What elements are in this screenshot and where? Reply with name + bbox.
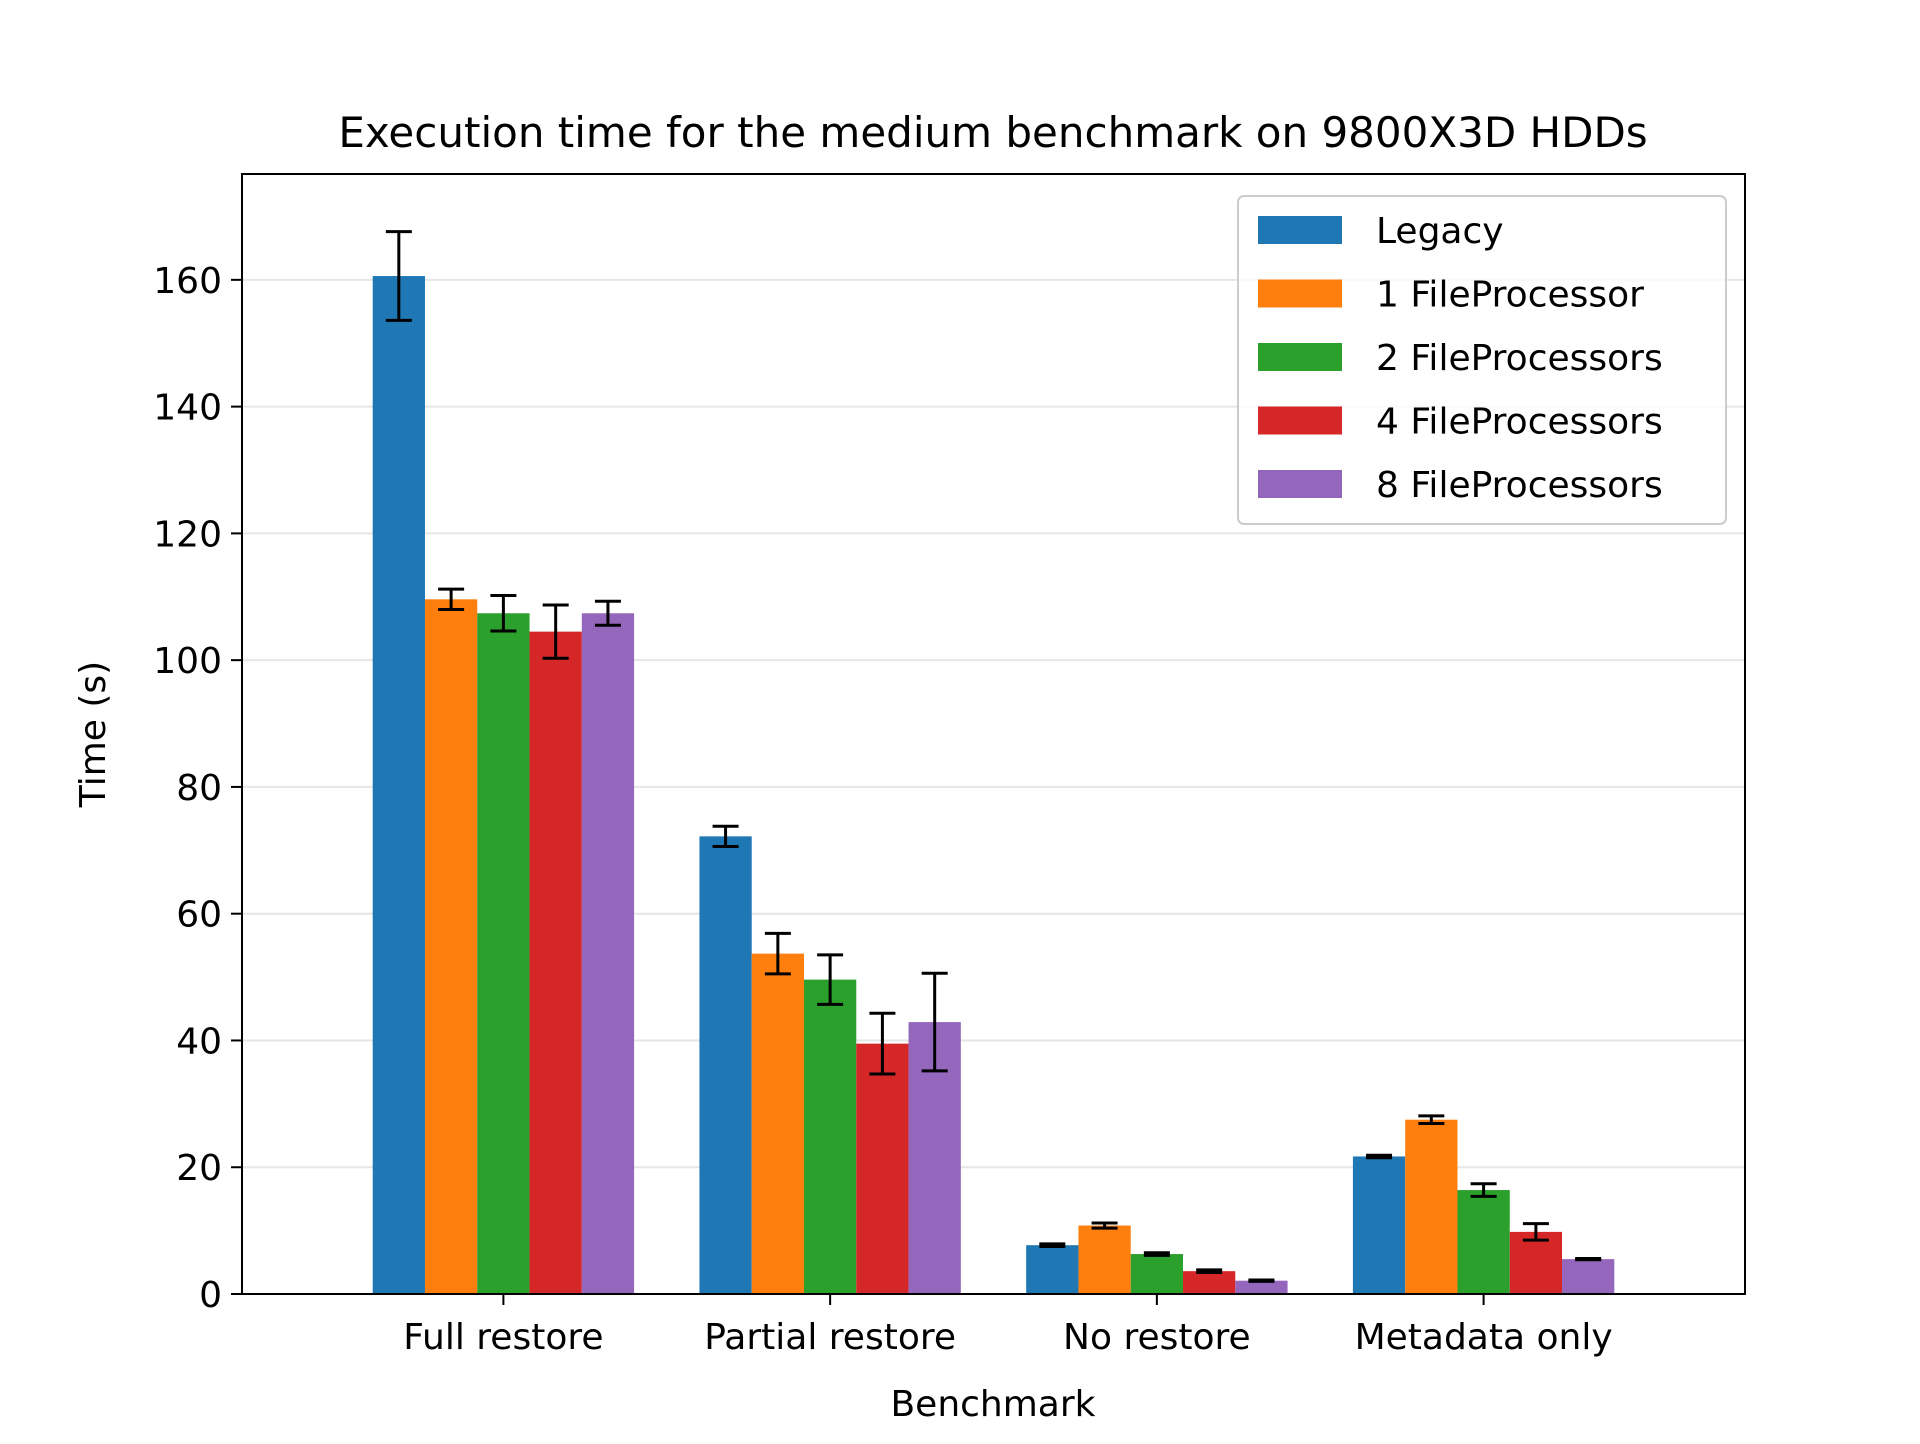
legend-swatch	[1258, 216, 1342, 244]
legend-item-1-fileprocessor: 1 FileProcessor	[1258, 275, 1644, 316]
legend-swatch	[1258, 470, 1342, 498]
error-bars	[385, 230, 1602, 1283]
y-tick-label: 160	[153, 261, 222, 302]
x-tick-label-metadata-only: Metadata only	[1355, 1317, 1613, 1358]
legend-swatch	[1258, 343, 1342, 371]
x-tick-label-full-restore: Full restore	[403, 1317, 603, 1358]
y-tick-label: 100	[153, 641, 222, 682]
bar-2-fileprocessors-partial-restore	[803, 979, 857, 1294]
error-bar-4-fileprocessors-full-restore	[542, 603, 569, 660]
bar-4-fileprocessors-full-restore	[529, 631, 582, 1294]
legend-label: Legacy	[1376, 211, 1504, 252]
error-bar-1-fileprocessor-no-restore	[1091, 1221, 1118, 1230]
error-bar-2-fileprocessors-no-restore	[1143, 1251, 1170, 1257]
legend-item-4-fileprocessors: 4 FileProcessors	[1258, 402, 1663, 443]
y-tick-label: 40	[176, 1021, 222, 1062]
error-bar-1-fileprocessor-full-restore	[438, 587, 465, 611]
bar-8-fileprocessors-full-restore	[581, 613, 635, 1294]
legend-label: 2 FileProcessors	[1376, 338, 1663, 379]
y-axis-label: Time (s)	[73, 661, 114, 808]
legend-swatch	[1258, 406, 1342, 435]
bar-legacy-metadata-only	[1352, 1156, 1406, 1294]
error-bar-8-fileprocessors-partial-restore	[921, 971, 948, 1073]
error-bar-4-fileprocessors-metadata-only	[1522, 1222, 1549, 1242]
error-bar-4-fileprocessors-partial-restore	[869, 1011, 896, 1076]
legend-item-8-fileprocessors: 8 FileProcessors	[1258, 465, 1663, 506]
legend-label: 8 FileProcessors	[1376, 465, 1663, 506]
error-bar-legacy-full-restore	[385, 230, 412, 322]
error-bar-1-fileprocessor-metadata-only	[1418, 1114, 1445, 1125]
legend-item-legacy: Legacy	[1258, 211, 1504, 252]
bar-1-fileprocessor-no-restore	[1078, 1225, 1131, 1294]
y-tick-label: 0	[199, 1275, 222, 1316]
bar-4-fileprocessors-metadata-only	[1509, 1231, 1563, 1294]
error-bar-2-fileprocessors-partial-restore	[817, 953, 844, 1006]
legend-box	[1237, 195, 1727, 525]
y-axis-ticks: 0 20 40 60 80 100 120 140 160	[153, 261, 242, 1316]
error-bar-legacy-no-restore	[1039, 1242, 1066, 1248]
bar-4-fileprocessors-partial-restore	[856, 1043, 909, 1294]
x-axis-label: Benchmark	[890, 1384, 1095, 1425]
error-bar-2-fileprocessors-metadata-only	[1470, 1182, 1497, 1198]
bar-8-fileprocessors-metadata-only	[1562, 1259, 1615, 1294]
x-tick-label-no-restore: No restore	[1063, 1317, 1251, 1358]
legend: Legacy 1 FileProcessor 2 FileProcessors 4 F…	[1237, 195, 1727, 525]
legend-label: 1 FileProcessor	[1376, 275, 1644, 316]
bar-2-fileprocessors-full-restore	[477, 613, 530, 1294]
error-bar-1-fileprocessor-partial-restore	[764, 931, 791, 976]
x-tick-label-partial-restore: Partial restore	[704, 1317, 956, 1358]
error-bar-2-fileprocessors-full-restore	[490, 594, 517, 633]
bars	[372, 276, 1615, 1294]
bar-2-fileprocessors-no-restore	[1130, 1254, 1184, 1294]
bar-1-fileprocessor-partial-restore	[751, 953, 804, 1294]
plot-frame	[241, 173, 1746, 1295]
bar-legacy-no-restore	[1026, 1245, 1079, 1294]
legend-item-2-fileprocessors: 2 FileProcessors	[1258, 338, 1663, 379]
error-bar-8-fileprocessors-metadata-only	[1575, 1257, 1602, 1262]
error-bar-legacy-partial-restore	[712, 824, 739, 849]
error-bar-4-fileprocessors-no-restore	[1196, 1268, 1223, 1274]
y-tick-label: 60	[176, 895, 222, 936]
bar-2-fileprocessors-metadata-only	[1457, 1190, 1510, 1294]
bar-1-fileprocessor-metadata-only	[1405, 1119, 1458, 1294]
y-tick-label: 120	[153, 514, 222, 555]
error-bar-8-fileprocessors-no-restore	[1248, 1278, 1275, 1283]
legend-label: 4 FileProcessors	[1376, 402, 1663, 443]
error-bar-legacy-metadata-only	[1366, 1153, 1393, 1160]
y-tick-label: 80	[176, 768, 222, 809]
y-tick-label: 20	[176, 1148, 222, 1189]
chart-title: Execution time for the medium benchmark …	[338, 108, 1647, 157]
x-axis-ticks: Full restore Partial restore No restore Met…	[403, 1294, 1613, 1358]
bar-8-fileprocessors-no-restore	[1235, 1280, 1288, 1294]
legend-swatch	[1258, 279, 1342, 308]
error-bar-8-fileprocessors-full-restore	[594, 599, 621, 627]
y-tick-label: 140	[153, 388, 222, 429]
bar-4-fileprocessors-no-restore	[1183, 1271, 1236, 1294]
bar-legacy-partial-restore	[699, 836, 752, 1294]
bar-legacy-full-restore	[372, 276, 425, 1294]
bar-1-fileprocessor-full-restore	[424, 599, 478, 1294]
